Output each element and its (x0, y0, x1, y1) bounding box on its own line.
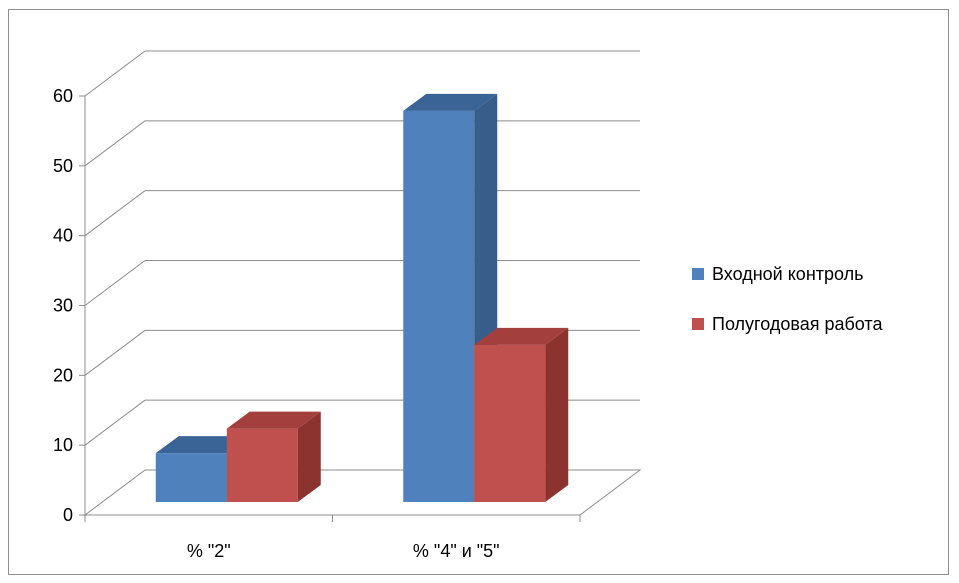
bar (474, 344, 546, 502)
side-wall-gridline (84, 120, 146, 167)
y-axis-ticks: 0 10 20 30 40 50 60 (53, 86, 85, 525)
legend-label: Входной контроль (712, 264, 864, 284)
side-wall-gridline (84, 50, 146, 97)
y-tick-label: 60 (53, 86, 73, 106)
y-tick-label: 40 (53, 226, 73, 246)
bar-top (474, 327, 569, 345)
legend-swatch (692, 318, 704, 330)
legend-swatch (692, 268, 704, 280)
legend-label: Полугодовая работа (712, 314, 883, 334)
bar-side (297, 411, 321, 502)
bar (155, 453, 227, 502)
legend: Входной контроль Полугодовая работа (692, 264, 883, 334)
y-tick-label: 50 (53, 156, 73, 176)
side-wall-gridline (84, 260, 146, 306)
y-tick-label: 10 (53, 435, 73, 455)
x-axis-ticks: % "2" % "4" и "5" (84, 515, 581, 561)
bar-side (545, 327, 569, 502)
side-wall-gridline (84, 329, 146, 376)
x-category-label: % "4" и "5" (413, 541, 500, 561)
bars (155, 93, 569, 502)
y-tick-label: 20 (53, 365, 73, 385)
bar (226, 428, 298, 502)
x-category-label: % "2" (187, 541, 231, 561)
bar (403, 110, 475, 502)
bar-top (226, 411, 321, 429)
y-tick-label: 30 (53, 296, 73, 316)
gridlines (84, 50, 640, 446)
bar-top (155, 436, 250, 454)
side-wall-gridline (84, 190, 146, 237)
side-wall-gridline (84, 399, 146, 446)
y-tick-label: 0 (63, 505, 73, 525)
bar-top (403, 93, 498, 111)
